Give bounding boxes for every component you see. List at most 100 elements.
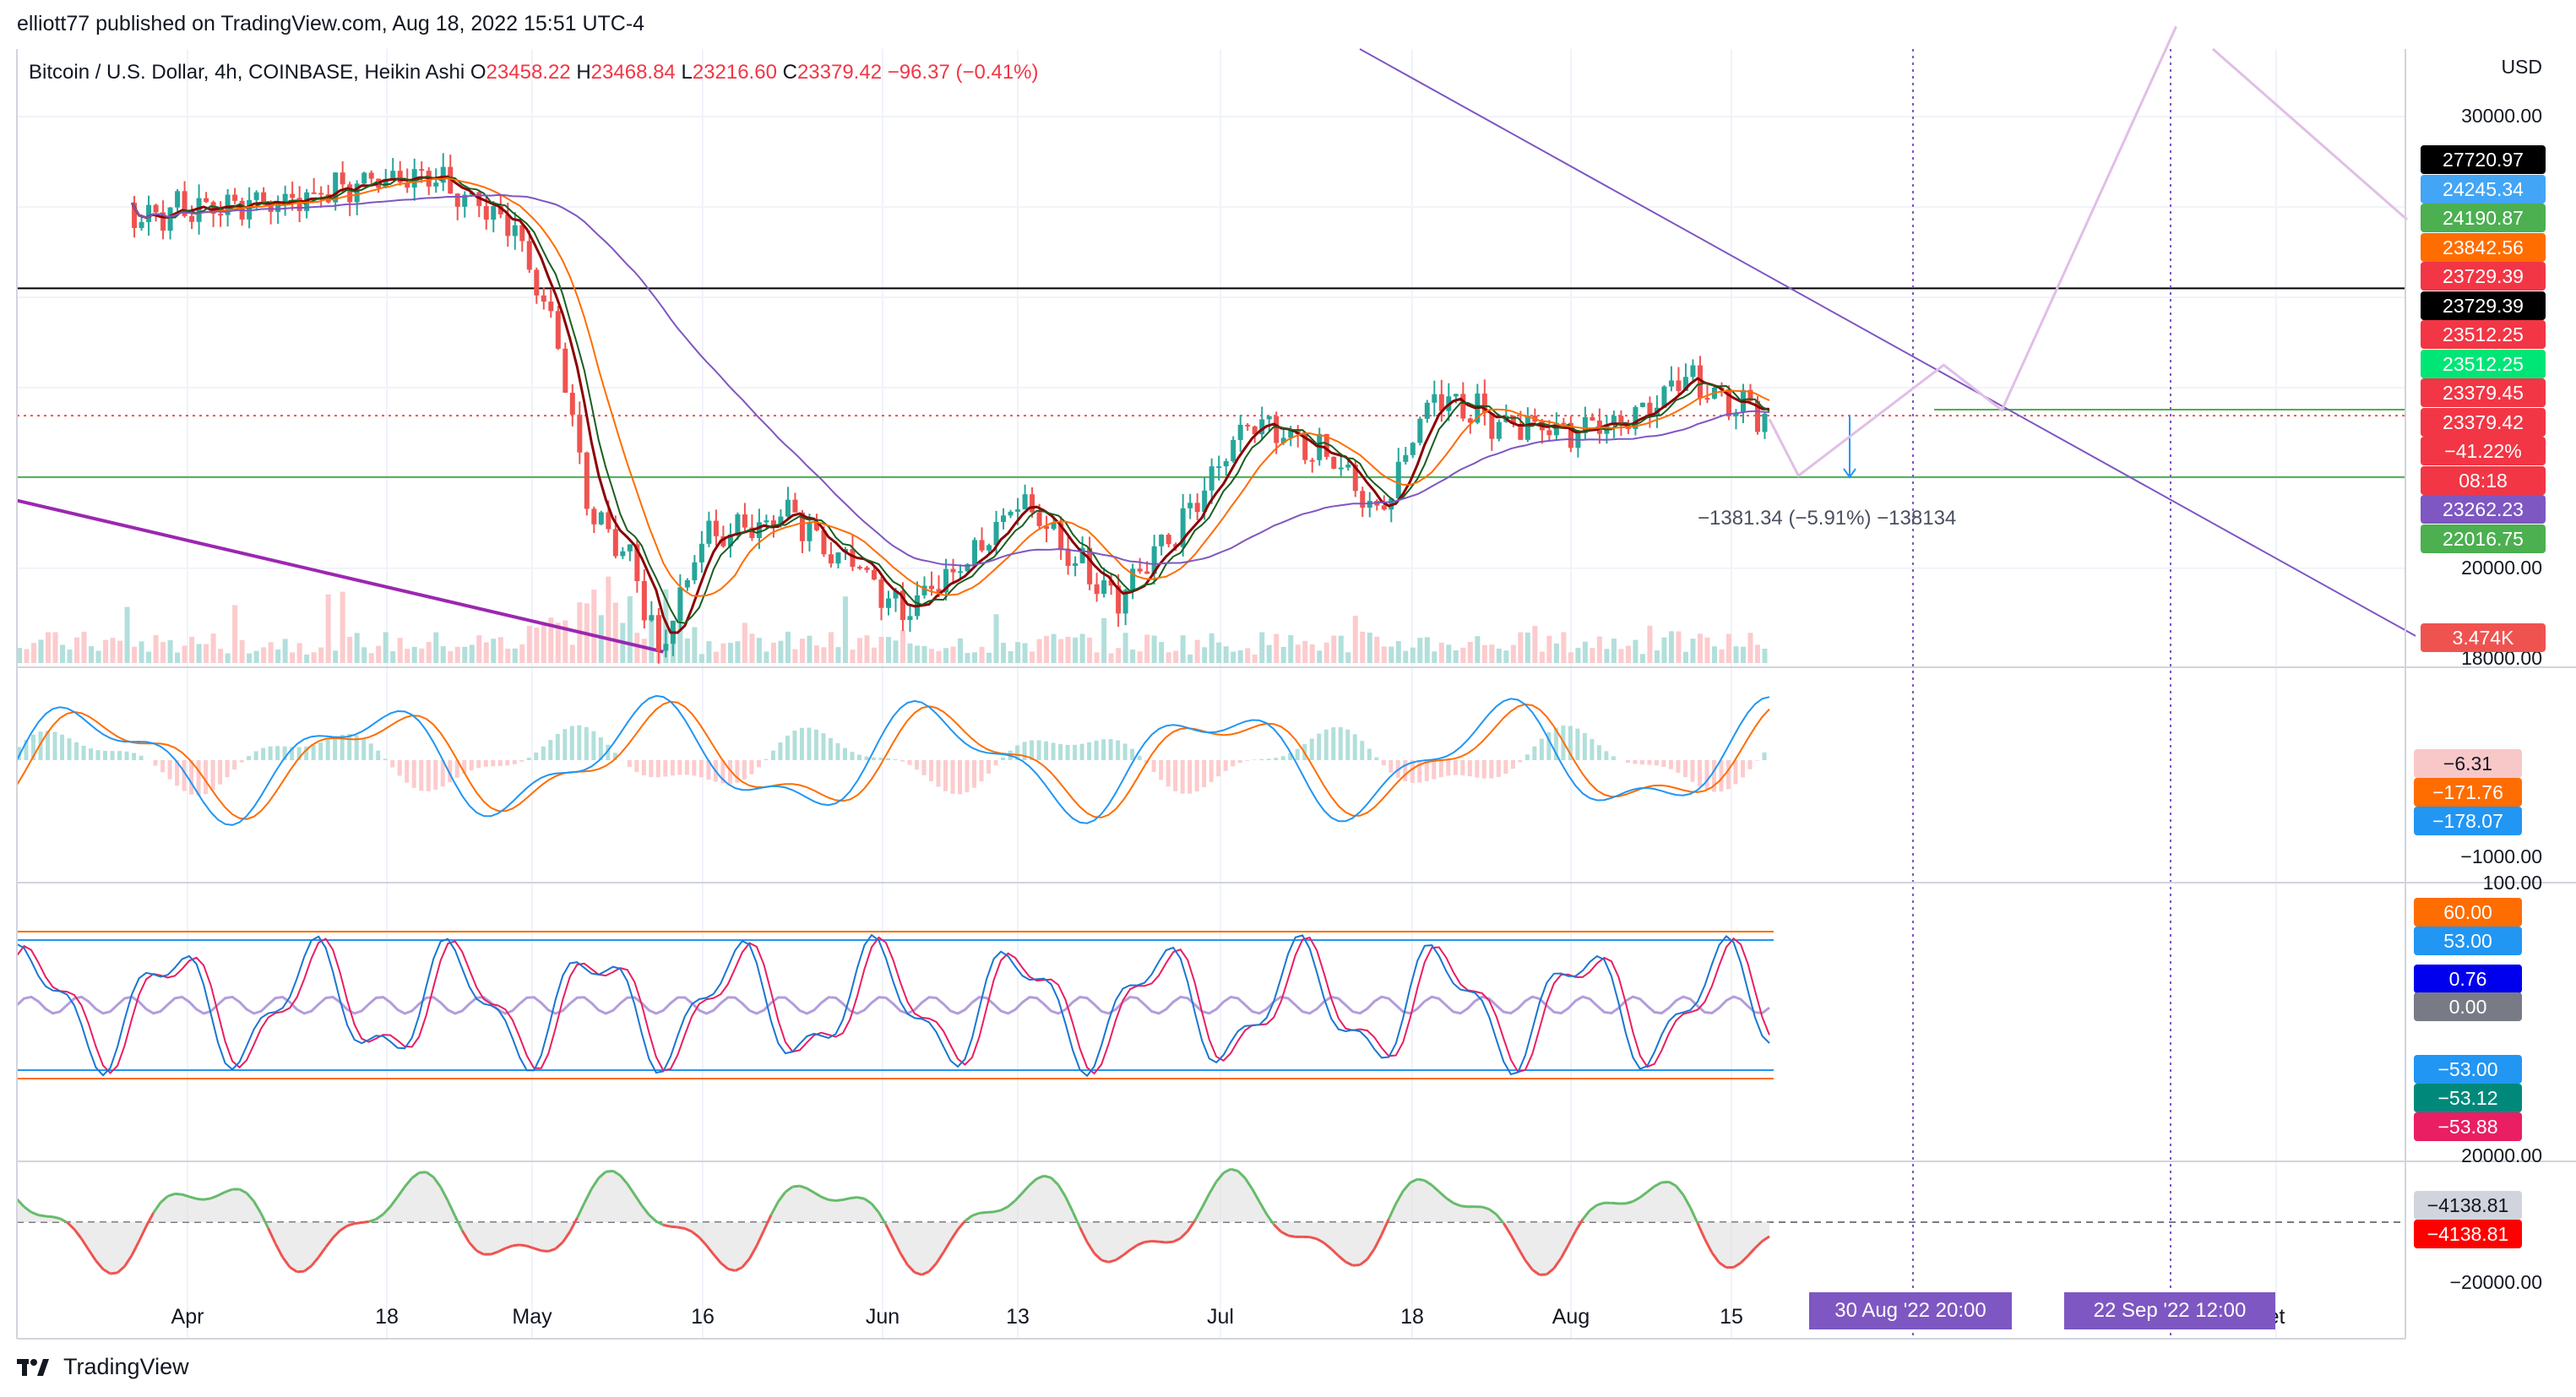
- macd-histogram-bar: [361, 738, 367, 760]
- volume-bar: [993, 614, 999, 663]
- macd-histogram-bar: [60, 734, 65, 760]
- macd-histogram-bar: [1754, 760, 1759, 761]
- volume-bar: [1044, 635, 1050, 663]
- volume-bar: [807, 635, 812, 663]
- volume-bar: [1137, 651, 1143, 663]
- cum-segment: [698, 1236, 708, 1247]
- macd-histogram-bar: [376, 750, 381, 760]
- macd-histogram-bar: [52, 731, 57, 760]
- volume-bar: [1733, 646, 1739, 663]
- macd-histogram-bar: [1453, 760, 1458, 775]
- cum-segment: [1243, 1177, 1253, 1190]
- volume-bar: [1424, 637, 1430, 663]
- volume-bar: [411, 646, 417, 663]
- candle-body: [921, 585, 927, 595]
- cum-segment: [95, 1259, 105, 1270]
- volume-bar: [1639, 654, 1645, 663]
- macd-histogram-bar: [182, 760, 187, 791]
- cum-segment: [993, 1209, 1002, 1214]
- candle-body: [735, 514, 741, 535]
- candle-body: [742, 514, 747, 528]
- candle-body: [1173, 544, 1179, 547]
- cum-segment: [361, 1220, 369, 1225]
- volume-bar: [1166, 652, 1171, 663]
- volume-bar: [440, 646, 446, 663]
- date-marker-1[interactable]: 30 Aug '22 20:00: [1809, 1292, 2012, 1329]
- volume-bar: [239, 639, 245, 663]
- macd-histogram-bar: [965, 760, 970, 792]
- volume-bar: [907, 643, 913, 663]
- candle-body: [210, 202, 216, 215]
- volume-bar: [1187, 654, 1193, 663]
- volume-bar: [1633, 639, 1639, 663]
- trendlines: [16, 48, 2416, 654]
- cum-segment: [971, 1211, 981, 1217]
- cum-segment: [1589, 1204, 1598, 1212]
- cum-segment: [490, 1250, 499, 1256]
- volume-bar: [965, 653, 970, 663]
- volume-bar: [397, 638, 403, 663]
- macd-histogram-bar: [426, 760, 431, 791]
- volume-bar: [38, 639, 44, 663]
- macd-histogram-bar: [340, 734, 345, 760]
- candle-body: [253, 192, 259, 200]
- indicator-panes: [15, 694, 2405, 1276]
- macd-histogram-bar: [153, 760, 158, 766]
- candle-body: [397, 171, 403, 183]
- volume-bar: [1159, 642, 1165, 663]
- cum-segment: [253, 1200, 263, 1215]
- price-label: 24190.87: [2421, 204, 2546, 232]
- macd-histogram-bar: [1496, 760, 1501, 777]
- magenta-trendline: [16, 498, 664, 654]
- candle-body: [850, 548, 856, 568]
- candle-body: [627, 544, 633, 552]
- candle-body: [1245, 424, 1251, 427]
- volume-bar: [1374, 636, 1380, 663]
- candle-body: [1180, 508, 1186, 547]
- symbol-title[interactable]: Bitcoin / U.S. Dollar, 4h, COINBASE, Hei…: [29, 61, 465, 84]
- cum-segment: [1567, 1231, 1577, 1246]
- candle-body: [318, 193, 324, 195]
- date-marker-2[interactable]: 22 Sep '22 12:00: [2064, 1292, 2275, 1329]
- cum-segment: [1366, 1248, 1376, 1260]
- cum-segment: [914, 1271, 922, 1276]
- cum-segment: [691, 1231, 700, 1239]
- macd-histogram-bar: [562, 729, 568, 760]
- cum-segment: [562, 1231, 572, 1243]
- macd-histogram-bar: [1524, 754, 1530, 760]
- price-tick-30000: 30000.00: [2461, 105, 2542, 128]
- candle-body: [1130, 568, 1136, 590]
- symbol-legend: Bitcoin / U.S. Dollar, 4h, COINBASE, Hei…: [29, 61, 1039, 84]
- price-label: 24245.34: [2421, 174, 2546, 204]
- macd-histogram-bar: [692, 760, 697, 776]
- macd-histogram-bar: [993, 760, 998, 766]
- candle-body: [1618, 416, 1624, 427]
- candle-body: [878, 579, 884, 608]
- candle-body: [225, 194, 231, 215]
- top-bar: elliott77 published on TradingView.com, …: [0, 0, 2576, 49]
- candle-body: [1280, 438, 1286, 443]
- macd-histogram-bar: [433, 760, 438, 790]
- volume-bar: [1280, 646, 1286, 663]
- cum-segment: [303, 1264, 312, 1273]
- macd-histogram-bar: [1489, 760, 1494, 779]
- cum-segment: [346, 1222, 356, 1227]
- volume-bar: [1546, 635, 1552, 663]
- volume-bar: [189, 636, 195, 663]
- candle-body: [541, 295, 546, 302]
- macd-histogram-bar: [742, 760, 747, 780]
- cum-segment: [45, 1215, 53, 1219]
- candle-body: [1524, 416, 1530, 440]
- macd-histogram-bar: [577, 725, 582, 760]
- volume-bar: [1618, 649, 1624, 663]
- cum-segment: [167, 1192, 176, 1198]
- volume-bar: [893, 640, 899, 663]
- volume-bar: [67, 650, 73, 663]
- macd-histogram-bar: [634, 760, 639, 773]
- macd-histogram-bar: [1065, 744, 1070, 760]
- macd-histogram-bar: [1036, 740, 1041, 760]
- candle-body: [1209, 466, 1215, 491]
- volume-bar: [196, 644, 202, 663]
- price-label: 23512.25: [2421, 349, 2546, 378]
